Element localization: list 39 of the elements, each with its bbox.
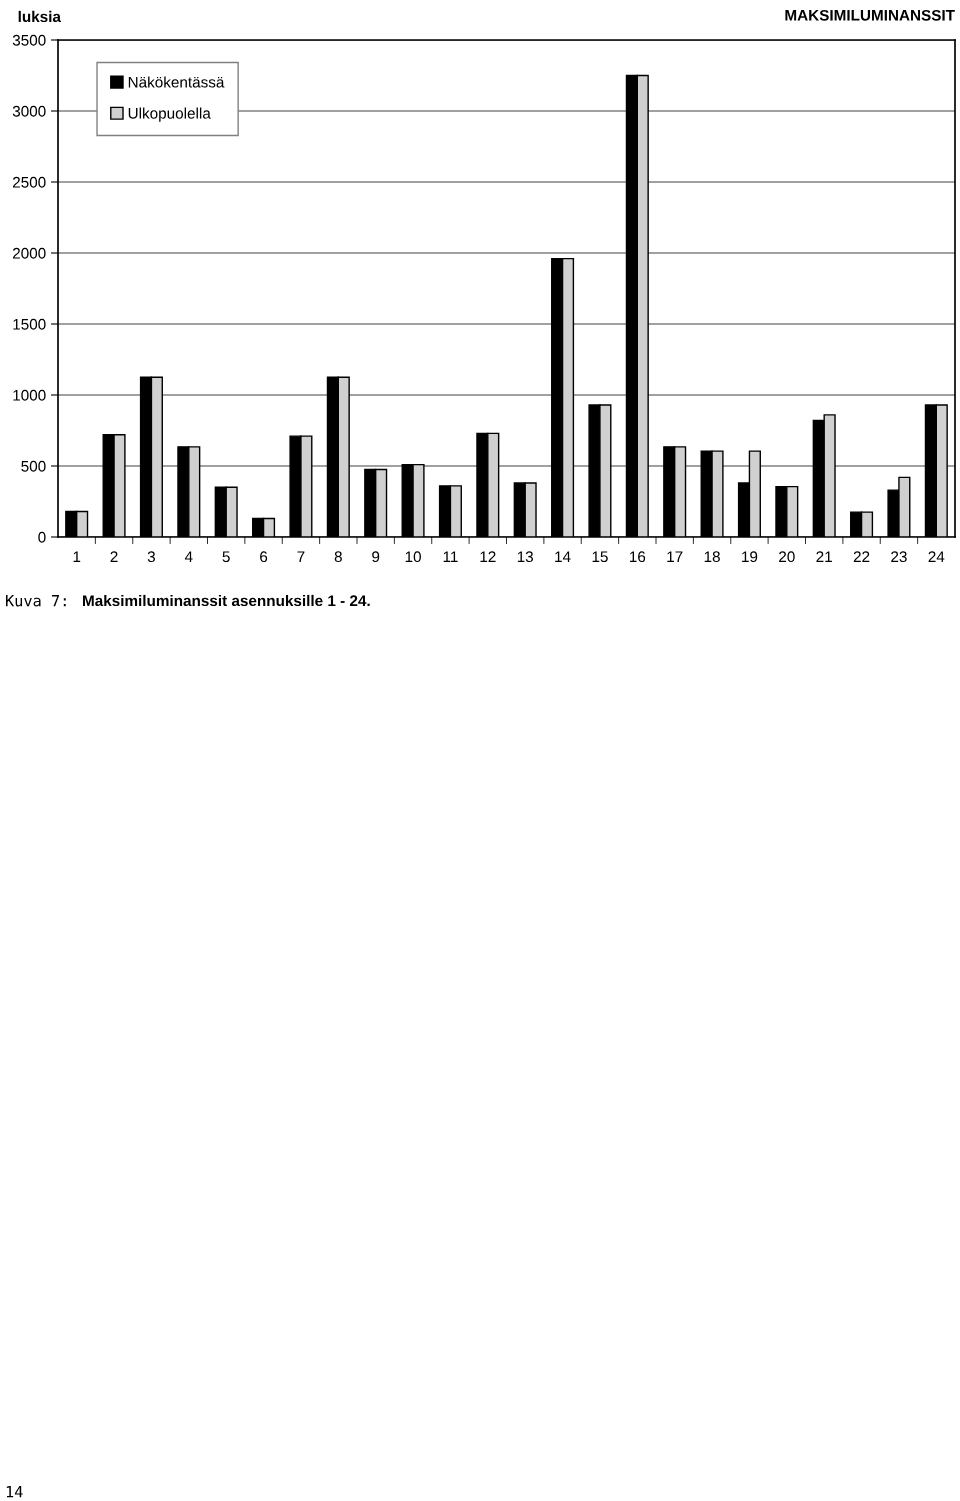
x-tick-label: 9 <box>372 551 380 563</box>
x-tick-label: 20 <box>779 551 795 563</box>
y-tick-label: 2500 <box>12 176 46 188</box>
y-tick-label: 1000 <box>13 389 46 401</box>
legend-label: Ulkopuolella <box>128 107 211 122</box>
y-tick-label: 2000 <box>12 247 46 259</box>
x-tick-label: 6 <box>260 551 268 563</box>
text: Kuva 7: <box>6 595 66 607</box>
x-tick-label: 11 <box>443 551 458 562</box>
x-tick-label: 2 <box>110 551 118 562</box>
y-tick-label: 3000 <box>12 105 46 117</box>
x-tick-label: 5 <box>222 551 230 563</box>
y-tick-label: 0 <box>38 531 46 543</box>
x-tick-label: 23 <box>891 551 907 563</box>
x-tick-label: 13 <box>517 551 534 563</box>
y-tick-label: 3500 <box>12 34 46 46</box>
x-tick-label: 24 <box>928 551 945 562</box>
x-tick-label: 14 <box>555 551 571 562</box>
x-tick-label: 7 <box>297 551 305 562</box>
x-tick-label: 16 <box>629 551 646 563</box>
text: 14 <box>6 1486 23 1498</box>
x-tick-label: 10 <box>405 551 421 563</box>
x-tick-label: 18 <box>704 551 720 563</box>
legend-label: Näkökentässä <box>128 76 225 88</box>
x-tick-label: 8 <box>334 551 342 563</box>
x-tick-label: 15 <box>592 551 608 563</box>
y-tick-label: 1500 <box>13 318 46 330</box>
x-tick-label: 21 <box>816 551 832 562</box>
x-tick-label: 22 <box>853 551 870 562</box>
x-tick-label: 19 <box>742 551 758 563</box>
x-tick-label: 17 <box>667 551 683 562</box>
y-axis-title: luksia <box>18 10 62 23</box>
x-tick-label: 12 <box>480 551 496 562</box>
y-tick-label: 500 <box>21 460 46 472</box>
x-tick-label: 4 <box>184 551 193 562</box>
text: Maksimiluminanssit asennuksille 1 - 24. <box>83 594 370 607</box>
chart-title: MAKSIMILUMINANSSIT <box>785 9 955 21</box>
x-tick-label: 1 <box>73 551 81 562</box>
x-tick-label: 3 <box>147 551 156 563</box>
